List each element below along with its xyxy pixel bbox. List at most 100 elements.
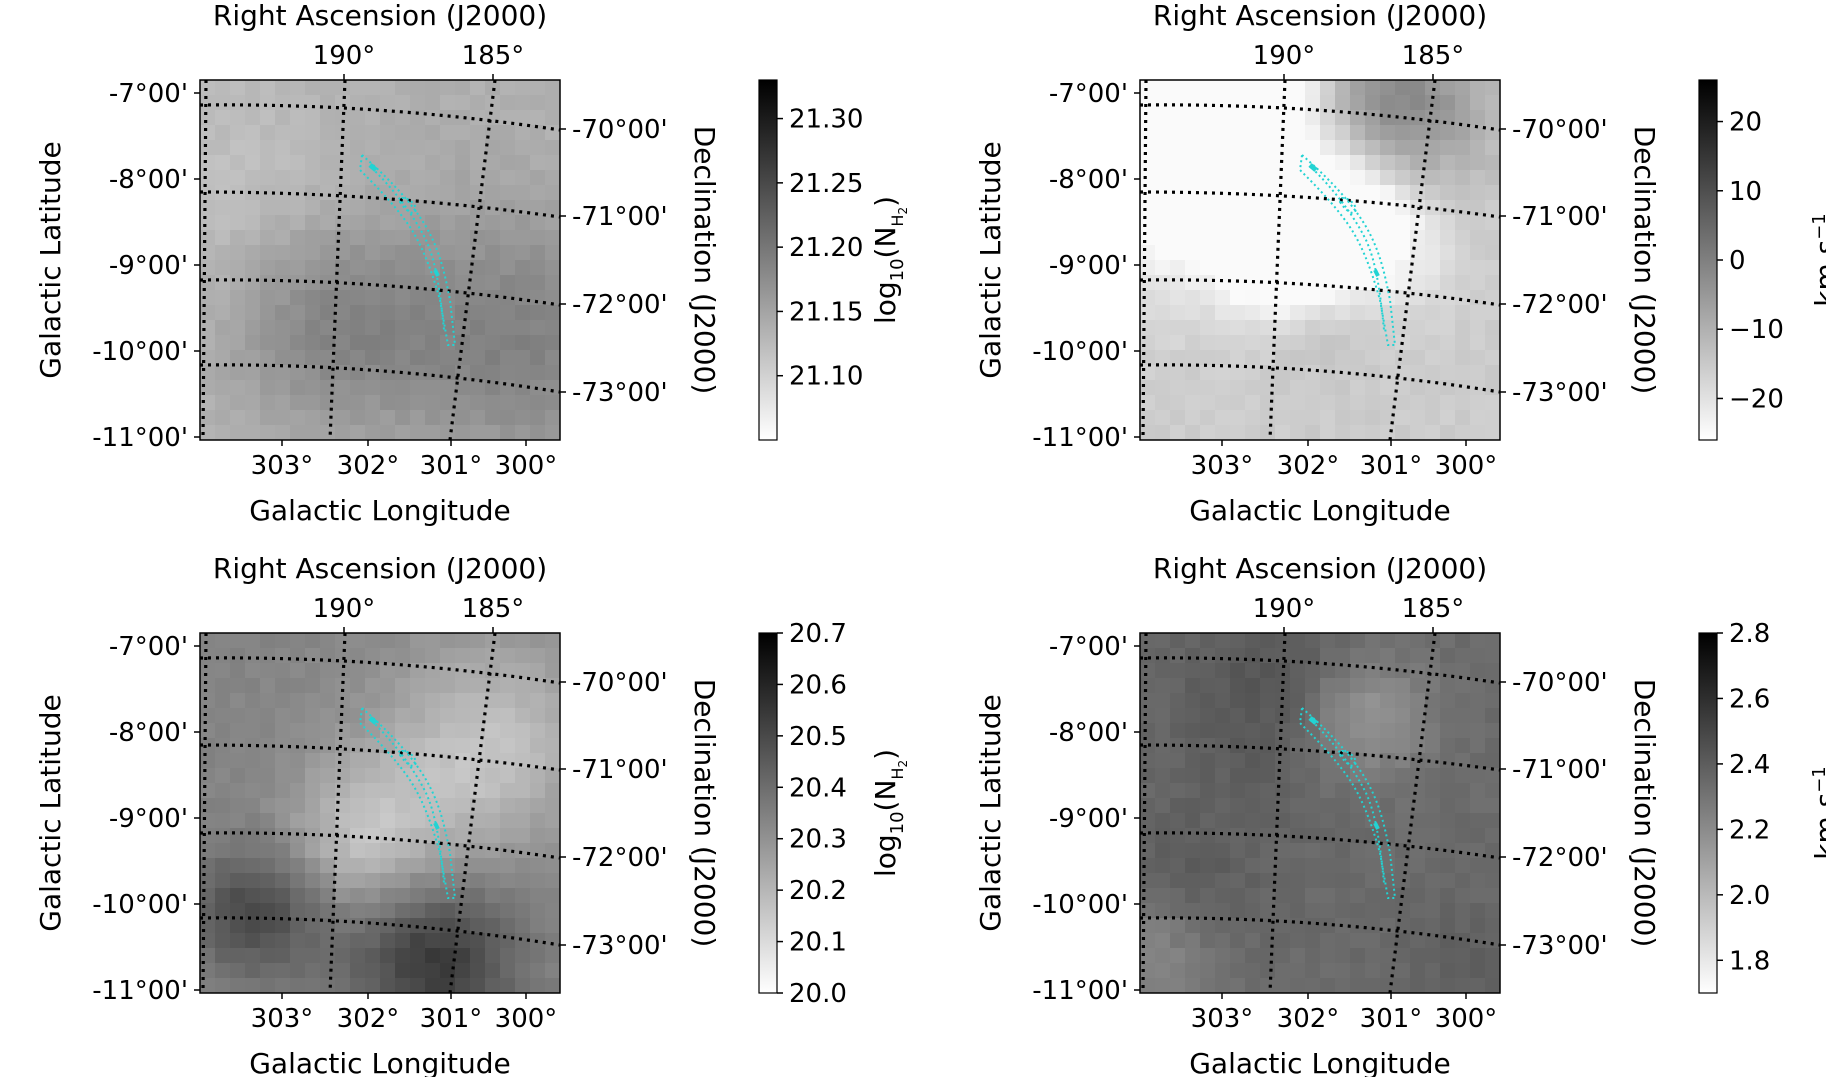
dec-tick-label: -73°00' [1512,378,1608,408]
colorbar-tick-label: 20.7 [789,619,847,649]
heatmap-image [1140,633,1500,993]
bottom-axis-title: Galactic Longitude [249,494,511,527]
dec-tick-label: -71°00' [1512,755,1608,785]
glon-tick-label: 303° [251,1004,314,1034]
dec-line [1140,190,1500,219]
coordinate-grid [1140,80,1500,440]
contour-core [1373,269,1380,277]
colorbar-tick-label: 20.1 [789,928,847,958]
contour-outer [358,706,457,899]
dec-tick-label: -70°00' [1512,668,1608,698]
glon-tick-label: 302° [1277,451,1340,481]
glat-tick-label: -10°00' [1032,337,1128,367]
dec-line [200,190,560,219]
glon-tick-label: 301° [1360,451,1423,481]
filament-contour [1298,153,1397,346]
dec-line [200,278,560,307]
contour-core [368,716,378,725]
colorbar [758,632,778,994]
glon-tick-label: 301° [1360,1004,1423,1034]
heatmap-image [200,80,560,440]
left-axis-title: Galactic Latitude [34,694,67,931]
bottom-axis-title: Galactic Longitude [249,1047,511,1077]
dec-tick-label: -71°00' [572,202,668,232]
glat-tick-label: -8°00' [109,165,188,195]
dec-tick-label: -72°00' [1512,843,1608,873]
contour-outer [1298,153,1397,346]
contour-inner [371,167,445,331]
filament-contour [358,153,457,346]
glon-tick-label: 300° [495,451,558,481]
glat-tick-label: -11°00' [1032,976,1128,1006]
right-axis-title: Declination (J2000) [1628,679,1661,948]
dec-tick-label: -72°00' [572,843,668,873]
ra-tick-label: 185° [462,41,525,71]
glat-tick-label: -7°00' [1049,79,1128,109]
colorbar-tick-label: 20.4 [789,773,847,803]
glat-tick-label: -8°00' [109,718,188,748]
panel-bottom-right: -7°00' -8°00' -9°00' -10°00' -11°00' 303° 302°… [974,552,1826,1080]
colorbar-tick-label: 20.2 [789,876,847,906]
dec-tick-label: -72°00' [572,290,668,320]
axes-frame [1139,632,1501,994]
colorbar [1698,79,1718,441]
dec-line [1140,278,1500,307]
ra-tick-label: 185° [1402,41,1465,71]
panel-top-left: -7°00' -8°00' -9°00' -10°00' -11°00' 303° 302°… [34,0,910,527]
colorbar-tick-label: 20.6 [789,670,847,700]
axes-frame [1139,79,1501,441]
coordinate-grid [1140,633,1500,993]
right-axis-title: Declination (J2000) [688,126,721,395]
contour-core [433,269,440,277]
dec-tick-label: -71°00' [1512,202,1608,232]
left-axis-title: Galactic Latitude [974,141,1007,378]
glat-tick-label: -10°00' [1032,890,1128,920]
glon-tick-label: 303° [1191,1004,1254,1034]
glon-tick-label: 301° [420,1004,483,1034]
contour-core [1373,822,1380,830]
dec-tick-label: -72°00' [1512,290,1608,320]
top-axis-title: Right Ascension (J2000) [1153,0,1487,32]
colorbar-tick-label: 21.10 [789,362,863,392]
colorbar-tick-label: 2.0 [1729,881,1770,911]
colorbar-tick-label: 20.5 [789,722,847,752]
glon-tick-label: 302° [337,451,400,481]
glat-tick-label: -7°00' [1049,632,1128,662]
glon-tick-label: 300° [495,1004,558,1034]
colorbar-tick-label: 21.30 [789,105,863,135]
colorbar-tick-label: 21.25 [789,169,863,199]
heatmap-image [200,633,560,993]
axes-frame [199,632,561,994]
colorbar-tick-label: −20 [1729,384,1784,414]
dec-line [1140,103,1500,132]
glat-tick-label: -9°00' [109,804,188,834]
contour-core [1308,716,1318,725]
contour-core [433,822,440,830]
dec-tick-label: -73°00' [1512,931,1608,961]
dec-line [200,103,560,132]
ra-tick-label: 185° [462,594,525,624]
glon-tick-label: 302° [1277,1004,1340,1034]
dec-line [1140,656,1500,685]
glat-tick-label: -8°00' [1049,165,1128,195]
colorbar-tick-label: 10 [1729,177,1762,207]
colorbar-tick-label: −10 [1729,315,1784,345]
dec-tick-label: -71°00' [572,755,668,785]
dec-line [1140,916,1500,947]
colorbar [1698,632,1718,994]
colorbar-tick-label: 0 [1729,246,1746,276]
left-axis-title: Galactic Latitude [974,694,1007,931]
contour-inner [1311,720,1385,884]
colorbar-label: log10(NH2) [869,196,910,324]
coordinate-grid [200,80,560,440]
dec-tick-label: -70°00' [1512,115,1608,145]
glat-tick-label: -11°00' [1032,423,1128,453]
contour-core [1308,163,1318,172]
glon-tick-label: 301° [420,451,483,481]
colorbar-tick-label: 2.6 [1729,684,1770,714]
ra-tick-label: 190° [313,594,376,624]
colorbar-tick-label: 20.3 [789,825,847,855]
colorbar-tick-label: 20 [1729,108,1762,138]
